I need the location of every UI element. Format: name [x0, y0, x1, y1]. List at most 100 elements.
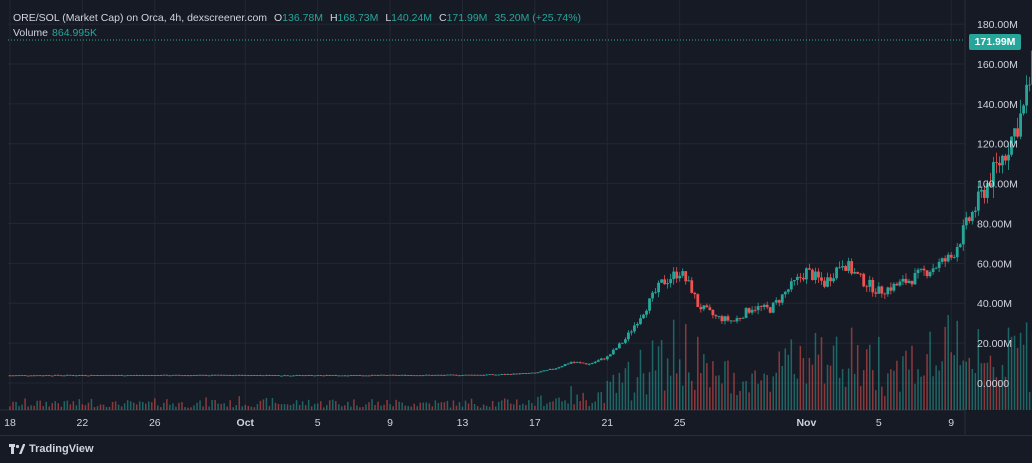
volume-bar: [190, 407, 192, 410]
volume-bar: [736, 394, 738, 410]
candle-body: [249, 375, 253, 376]
volume-bar: [727, 360, 729, 410]
candle-body: [865, 286, 869, 288]
candle-body: [602, 358, 606, 360]
candle-body: [246, 375, 250, 377]
candle-body: [699, 307, 703, 310]
y-tick-label: 180.00M: [977, 19, 1018, 31]
candle-body: [952, 257, 956, 258]
volume-bar: [844, 386, 847, 410]
volume-bar: [980, 363, 983, 410]
candle-body: [153, 375, 157, 377]
volume-bar: [823, 383, 826, 410]
candle-body: [117, 375, 120, 376]
candle-body: [630, 331, 633, 333]
candle-body: [759, 306, 763, 307]
volume-bar: [335, 401, 337, 410]
volume-bar: [528, 400, 530, 410]
volume-bar: [425, 402, 428, 410]
volume-bar: [386, 400, 388, 410]
candle-body: [506, 374, 510, 375]
candle-body: [811, 269, 814, 280]
volume-bar: [280, 404, 283, 410]
candle-body: [234, 374, 238, 376]
volume-bar: [968, 357, 971, 410]
candle-body: [44, 375, 48, 377]
candle-body: [334, 375, 338, 376]
volume-bar: [829, 365, 832, 410]
candle-body: [696, 294, 700, 308]
volume-bar: [983, 363, 986, 410]
volume-bar: [624, 368, 627, 410]
candle-body: [681, 271, 685, 276]
volume-bar: [289, 405, 292, 410]
candle-body: [29, 375, 33, 377]
volume-bar: [799, 345, 802, 410]
volume-bar: [371, 399, 373, 410]
volume-bar: [253, 407, 256, 410]
candle-body: [862, 273, 866, 287]
volume-bar: [588, 406, 590, 410]
volume-bar: [796, 378, 799, 410]
candle-body: [925, 270, 929, 277]
volume-bar: [440, 402, 443, 410]
candle-body: [554, 368, 558, 370]
volume-bar: [470, 398, 473, 410]
legend-low-value: 140.24M: [391, 12, 433, 24]
y-tick-label: 120.00M: [977, 139, 1018, 151]
candle-body: [955, 246, 959, 258]
volume-bar: [250, 406, 253, 410]
candle-body: [850, 261, 854, 274]
candle-body: [678, 275, 682, 279]
volume-bar: [663, 390, 666, 410]
candle-body: [47, 375, 51, 377]
candle-body: [271, 375, 274, 376]
volume-bar: [902, 356, 904, 410]
candle-body: [814, 271, 817, 280]
candle-body: [624, 339, 627, 343]
volume-bar: [920, 376, 922, 410]
volume-bar: [27, 406, 29, 410]
candle-body: [430, 374, 434, 376]
volume-bar: [476, 406, 479, 410]
volume-bar: [443, 402, 446, 410]
volume-bar: [428, 403, 431, 410]
candle-body: [467, 374, 470, 376]
candle-body: [96, 375, 99, 376]
volume-bar: [935, 365, 937, 410]
candle-body: [252, 375, 256, 376]
candle-body: [913, 273, 917, 285]
tradingview-brand[interactable]: TradingView: [9, 443, 94, 455]
candle-body: [717, 316, 721, 317]
candle-body: [340, 375, 344, 377]
candle-body: [120, 375, 124, 376]
volume-bar: [259, 400, 262, 410]
candle-body: [530, 372, 534, 374]
candle-body: [617, 343, 621, 349]
volume-bar: [404, 405, 406, 410]
candle-body: [243, 374, 247, 376]
candle-body: [171, 374, 175, 376]
volume-bar: [57, 403, 60, 410]
candle-body: [84, 375, 87, 377]
y-tick-label: 60.00M: [977, 258, 1012, 270]
volume-bar: [178, 402, 180, 410]
candle-body: [228, 375, 232, 376]
candle-body: [605, 356, 609, 360]
candle-body: [663, 279, 667, 285]
candle-body: [895, 283, 899, 286]
volume-bar: [908, 369, 910, 410]
candle-body: [521, 373, 525, 374]
candle-body: [711, 310, 715, 316]
candlestick-chart[interactable]: 180.00M 160.00M 140.00M 120.00M 100.00M 80.00…: [0, 0, 1032, 436]
volume-bar: [835, 336, 838, 410]
candle-body: [708, 307, 712, 311]
candle-body: [557, 367, 561, 369]
candle-body: [584, 363, 588, 365]
volume-bar: [905, 350, 907, 410]
volume-bar: [660, 340, 663, 410]
candle-body: [373, 374, 377, 376]
legend-row-volume: Volume 864.995K: [13, 26, 581, 41]
volume-bar: [72, 401, 75, 410]
candle-body: [666, 283, 670, 285]
